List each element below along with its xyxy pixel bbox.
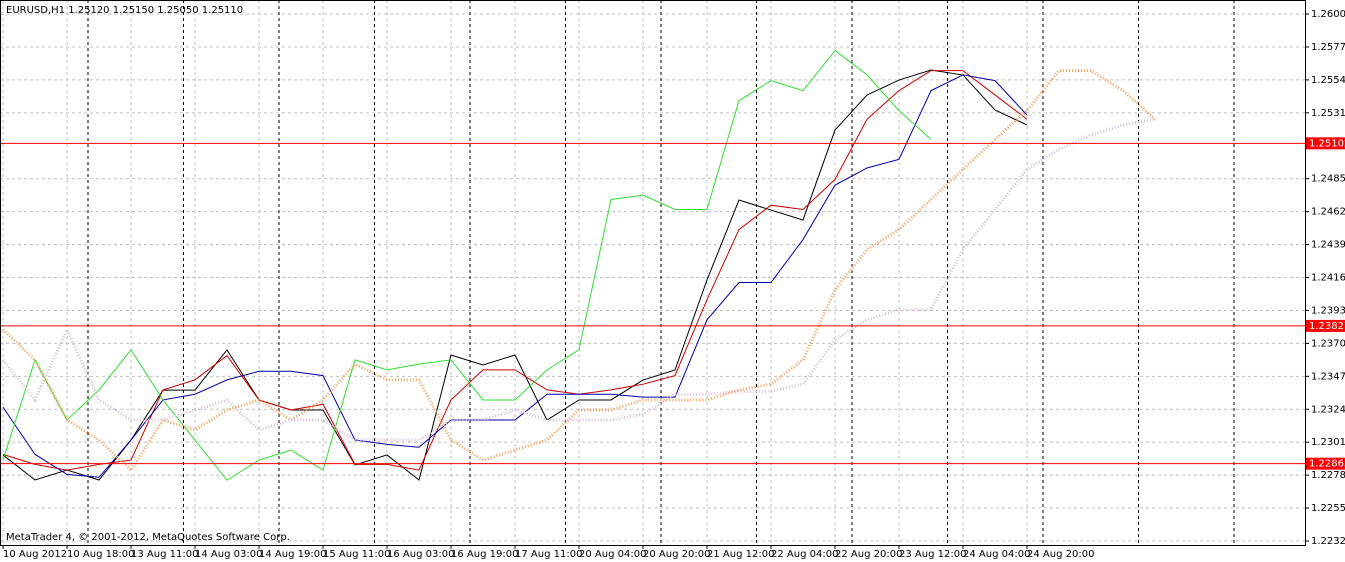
plot-frame [0, 0, 1306, 546]
price-level-box [1306, 319, 1345, 332]
x-tick-label: 24 Aug 04:00 [963, 549, 1030, 560]
x-tick-label: 14 Aug 19:00 [259, 549, 326, 560]
x-tick-label: 13 Aug 11:00 [131, 549, 198, 560]
y-tick-label: 1.25545 [1311, 75, 1345, 86]
price-level-box [1306, 457, 1345, 470]
y-tick-label: 1.23705 [1311, 338, 1345, 349]
chart-title: EURUSD,H1 1.25120 1.25150 1.25050 1.2511… [6, 5, 243, 16]
x-tick-label: 14 Aug 03:00 [195, 549, 262, 560]
y-tick-label: 1.24855 [1311, 174, 1345, 185]
y-tick-label: 1.24625 [1311, 207, 1345, 218]
series-line [2, 74, 1028, 478]
x-tick-label: 15 Aug 11:00 [323, 549, 390, 560]
x-tick-label: 10 Aug 2012 [3, 549, 67, 560]
plot [0, 49, 1305, 481]
y-tick-label: 1.23935 [1311, 305, 1345, 316]
price-level-label: 1.23827 [1309, 321, 1345, 332]
series-line [2, 70, 1028, 471]
copyright: MetaTrader 4, © 2001-2012, MetaQuotes So… [6, 532, 290, 543]
y-tick-label: 1.22555 [1311, 503, 1345, 514]
x-tick-label: 20 Aug 20:00 [643, 549, 710, 560]
price-level-label: 1.25102 [1309, 138, 1345, 149]
y-tick-label: 1.25315 [1311, 108, 1345, 119]
series-line [1, 117, 1156, 442]
price-level-box [1306, 137, 1345, 150]
x-tick-label: 24 Aug 20:00 [1027, 549, 1094, 560]
price-level-label: 1.22865 [1309, 459, 1345, 470]
grid [0, 0, 1305, 545]
x-tick-label: 23 Aug 12:00 [899, 549, 966, 560]
y-tick-label: 1.23475 [1311, 371, 1345, 382]
x-tick-label: 10 Aug 18:00 [67, 549, 134, 560]
y-tick-label: 1.23245 [1311, 404, 1345, 415]
x-tick-label: 17 Aug 11:00 [515, 549, 582, 560]
y-tick-label: 1.26005 [1311, 9, 1345, 20]
x-tick-label: 22 Aug 04:00 [771, 549, 838, 560]
y-tick-label: 1.22325 [1311, 536, 1345, 547]
series-line [2, 69, 1028, 481]
y-tick-label: 1.25775 [1311, 42, 1345, 53]
series-line [2, 49, 932, 481]
y-tick-label: 1.22785 [1311, 470, 1345, 481]
y-tick-label: 1.23015 [1311, 437, 1345, 448]
x-tick-label: 21 Aug 12:00 [707, 549, 774, 560]
x-tick-label: 22 Aug 20:00 [835, 549, 902, 560]
x-tick-label: 16 Aug 19:00 [451, 549, 518, 560]
y-tick-label: 1.24165 [1311, 273, 1345, 284]
y-tick-label: 1.24395 [1311, 240, 1345, 251]
x-tick-label: 20 Aug 04:00 [579, 549, 646, 560]
x-tick-label: 16 Aug 03:00 [387, 549, 454, 560]
